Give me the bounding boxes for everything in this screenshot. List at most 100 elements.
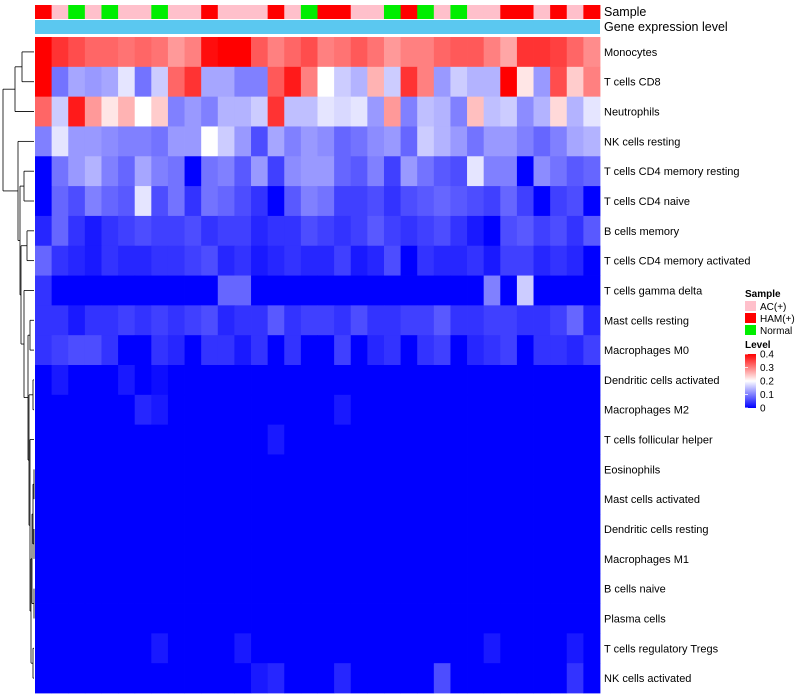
heatmap-cell — [533, 424, 551, 455]
heatmap-cell — [500, 454, 518, 485]
heatmap-cell — [234, 275, 252, 306]
heatmap-cell — [151, 275, 169, 306]
heatmap-cell — [151, 484, 169, 515]
heatmap-cell — [383, 275, 401, 306]
heatmap-cell — [566, 394, 584, 426]
heatmap-cell — [450, 454, 468, 485]
heatmap-cell — [201, 126, 219, 157]
heatmap-cell — [35, 305, 53, 336]
heatmap-cell — [467, 245, 485, 276]
heatmap-cell — [516, 215, 534, 247]
heatmap-cell — [467, 365, 485, 396]
heatmap-cell — [234, 603, 252, 634]
heatmap-cell — [550, 424, 568, 455]
heatmap-cell — [201, 514, 219, 545]
level-tick-label: 0.2 — [760, 377, 774, 388]
heatmap-cell — [300, 454, 318, 485]
heatmap-cell — [450, 275, 468, 306]
heatmap-cell — [118, 394, 136, 426]
heatmap-cell — [350, 186, 368, 217]
heatmap-cell — [450, 603, 468, 634]
heatmap-cell — [167, 66, 185, 98]
heatmap-cell — [467, 424, 485, 455]
heatmap-cell — [350, 603, 368, 634]
heatmap-cell — [516, 394, 534, 426]
heatmap-cell — [284, 543, 302, 575]
sample-annotation-cell — [184, 5, 202, 19]
heatmap-cell — [167, 484, 185, 515]
heatmap-cell — [367, 215, 385, 247]
level-legend-title: Level — [745, 340, 771, 351]
heatmap-cell — [35, 484, 53, 515]
heatmap-cell — [151, 514, 169, 545]
heatmap-cell — [284, 663, 302, 694]
heatmap-cell — [533, 96, 551, 127]
heatmap-cell — [267, 66, 285, 98]
heatmap-cell — [101, 573, 119, 604]
heatmap-cell — [417, 424, 435, 455]
heatmap-cell — [167, 424, 185, 455]
heatmap-cell — [367, 514, 385, 545]
heatmap-cell — [101, 394, 119, 426]
heatmap-cell — [184, 335, 202, 366]
heatmap-cell — [101, 454, 119, 485]
heatmap-cell — [550, 633, 568, 664]
heatmap-cell — [217, 365, 235, 396]
heatmap-cell — [217, 454, 235, 485]
heatmap-cell — [284, 186, 302, 217]
heatmap-cell — [317, 454, 335, 485]
heatmap-cell — [383, 335, 401, 366]
heatmap-cell — [417, 454, 435, 485]
heatmap-cell — [84, 514, 102, 545]
heatmap-cell — [467, 663, 485, 694]
heatmap-cell — [184, 484, 202, 515]
heatmap-cell — [533, 66, 551, 98]
heatmap-cell — [350, 424, 368, 455]
heatmap-cell — [383, 424, 401, 455]
heatmap-cell — [35, 186, 53, 217]
heatmap-cell — [251, 37, 269, 68]
heatmap-cell — [334, 424, 352, 455]
heatmap-cell — [134, 484, 152, 515]
sample-annotation-cell — [383, 5, 401, 19]
heatmap-cell — [267, 126, 285, 157]
legend-label-ac: AC(+) — [760, 302, 786, 313]
heatmap-cell — [184, 37, 202, 68]
heatmap-cell — [367, 37, 385, 68]
heatmap-cell — [51, 156, 69, 187]
heatmap-cell — [167, 245, 185, 276]
level-tick-label: 0.3 — [760, 363, 774, 374]
heatmap-cell — [35, 663, 53, 694]
heatmap-cell — [350, 633, 368, 664]
heatmap-cell — [583, 543, 601, 575]
heatmap-cell — [300, 245, 318, 276]
heatmap-cell — [251, 454, 269, 485]
heatmap-cell — [134, 365, 152, 396]
heatmap-cell — [334, 573, 352, 604]
sample-annotation-cell — [251, 5, 269, 19]
heatmap-cell — [51, 126, 69, 157]
heatmap-cell — [350, 66, 368, 98]
heatmap-cell — [84, 215, 102, 247]
heatmap-cell — [101, 215, 119, 247]
heatmap-cell — [267, 484, 285, 515]
heatmap-cell — [300, 394, 318, 426]
heatmap-cell — [300, 603, 318, 634]
heatmap-cell — [201, 335, 219, 366]
heatmap-cell — [134, 603, 152, 634]
heatmap-cell — [450, 484, 468, 515]
legend-swatch-ac — [745, 301, 756, 311]
heatmap-cell — [167, 96, 185, 127]
heatmap-cell — [533, 335, 551, 366]
heatmap-cell — [400, 156, 418, 187]
heatmap-cell — [251, 66, 269, 98]
heatmap-cell — [417, 514, 435, 545]
heatmap-cell — [566, 66, 584, 98]
row-label: Dendritic cells activated — [604, 375, 720, 387]
heatmap-cell — [334, 365, 352, 396]
heatmap-cell — [84, 424, 102, 455]
heatmap-cell — [334, 335, 352, 366]
heatmap-cell — [516, 37, 534, 68]
heatmap-cell — [68, 305, 86, 336]
